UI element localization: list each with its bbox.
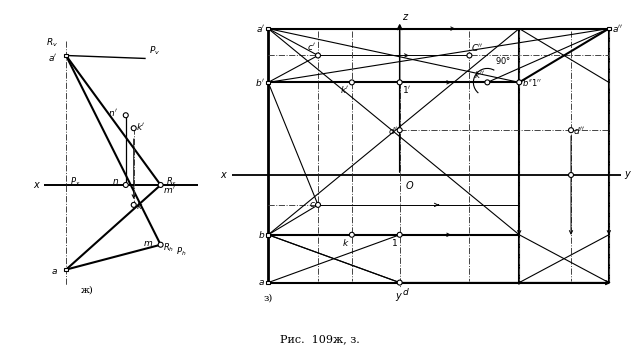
Text: $m'$: $m'$ [162,184,176,195]
Text: $x$: $x$ [33,180,41,190]
Text: $m$: $m$ [144,239,153,248]
Text: $k'$: $k'$ [341,84,350,95]
Circle shape [397,232,402,237]
Bar [607,27,611,30]
Bar [266,81,270,84]
Text: з): з) [263,294,272,303]
Text: $k''$: $k''$ [474,69,486,80]
Circle shape [158,242,163,247]
Circle shape [517,80,521,85]
Circle shape [350,232,355,237]
Circle shape [131,126,136,131]
Text: $P_x$: $P_x$ [70,176,81,188]
Text: Рис.  109ж, з.: Рис. 109ж, з. [280,334,360,344]
Text: $R_x$: $R_x$ [166,176,177,188]
Text: $d$: $d$ [402,285,410,296]
Text: $b$: $b$ [258,229,265,240]
Text: $O$: $O$ [404,179,414,191]
Text: $a$: $a$ [258,278,265,287]
Circle shape [158,182,163,187]
Text: $1$: $1$ [391,237,397,248]
Circle shape [350,80,355,85]
Circle shape [485,80,490,85]
Circle shape [123,113,128,118]
Bar [266,281,270,284]
Circle shape [131,202,136,207]
Text: $d'$: $d'$ [388,125,397,136]
Text: $1'$: $1'$ [402,84,411,95]
Text: $R_v$: $R_v$ [46,36,58,49]
Text: $90°$: $90°$ [495,55,511,66]
Circle shape [467,53,472,58]
Circle shape [569,173,573,178]
Circle shape [316,53,321,58]
Text: $k'$: $k'$ [135,121,145,132]
Text: $x$: $x$ [220,170,228,180]
Text: $P_h$: $P_h$ [176,245,186,258]
Text: $n$: $n$ [112,178,119,186]
Text: $c'$: $c'$ [307,42,316,53]
Text: $P_v$: $P_v$ [149,44,160,57]
Text: $a'$: $a'$ [49,52,58,63]
Text: $c$: $c$ [309,200,316,209]
Text: $b''1''$: $b''1''$ [522,77,543,88]
Circle shape [316,202,321,207]
Bar [65,54,68,57]
Text: $C''$: $C''$ [472,43,484,54]
Text: $a$: $a$ [51,267,58,276]
Text: $y$: $y$ [624,169,632,181]
Text: $k$: $k$ [135,200,143,211]
Circle shape [569,128,573,133]
Text: ж): ж) [81,285,94,294]
Circle shape [397,128,402,133]
Text: $n'$: $n'$ [108,107,118,118]
Text: $z$: $z$ [402,12,409,22]
Text: $a''$: $a''$ [612,23,623,34]
Circle shape [123,182,128,187]
Text: $d''$: $d''$ [573,125,585,136]
Bar [65,268,68,271]
Circle shape [397,280,402,285]
Text: $k$: $k$ [343,237,350,248]
Text: $b'$: $b'$ [255,77,265,88]
Bar [266,27,270,30]
Text: $y$: $y$ [395,290,403,302]
Circle shape [397,80,402,85]
Text: $R_h$: $R_h$ [162,241,174,254]
Text: $a'$: $a'$ [256,23,265,34]
Bar [266,233,270,236]
